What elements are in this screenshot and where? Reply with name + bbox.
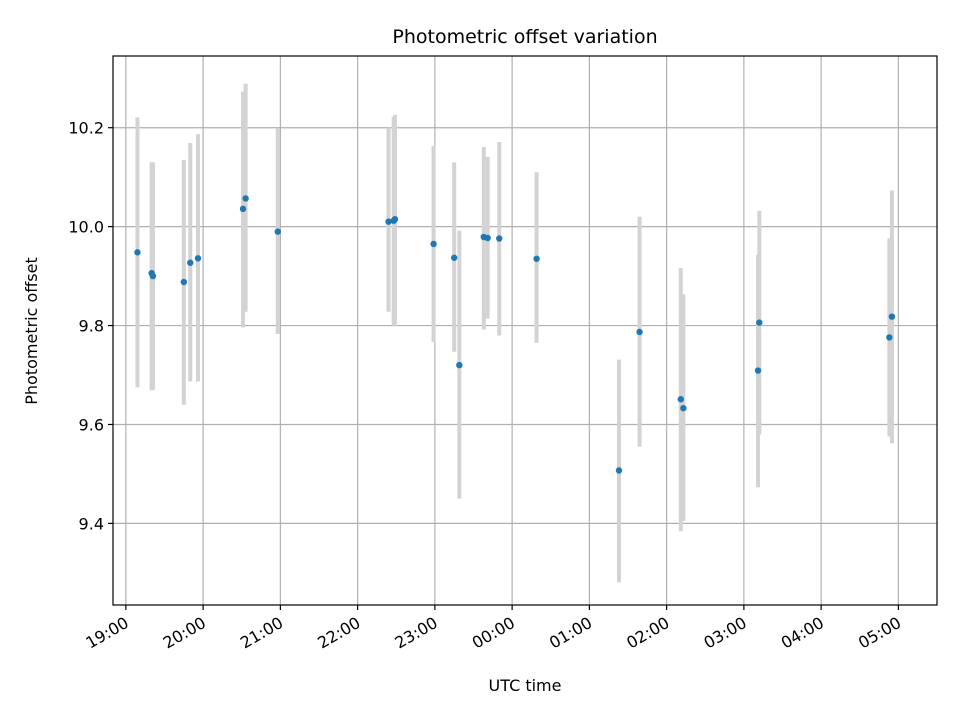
y-tick-layer: 9.4 9.6 9.8 10.0 10.2: [68, 119, 113, 533]
data-point: [484, 234, 491, 242]
data-point: [680, 404, 687, 412]
data-point: [187, 259, 194, 266]
data-point: [239, 205, 247, 213]
data-point: [886, 334, 893, 341]
data-point: [456, 361, 463, 369]
data-point: [194, 255, 202, 262]
data-point: [615, 467, 623, 474]
data-point: [533, 255, 540, 262]
y-tick-label: 9.4: [79, 514, 104, 533]
data-point: [636, 328, 643, 336]
data-point: [149, 272, 157, 280]
data-point: [391, 216, 399, 223]
plot-frame: [112, 55, 938, 606]
data-point: [274, 228, 281, 235]
data-point: [430, 240, 437, 248]
y-axis-title: Photometric offset: [22, 257, 41, 405]
y-tick-label: 10.2: [68, 119, 104, 138]
chart-title: Photometric offset variation: [392, 26, 657, 48]
y-tick-label: 10.0: [68, 218, 104, 237]
y-tick-label: 9.8: [79, 317, 104, 336]
data-point: [242, 195, 249, 202]
data-point: [385, 218, 392, 225]
data-point: [450, 254, 458, 261]
data-point: [754, 367, 762, 374]
y-tick-label: 9.6: [79, 415, 104, 434]
data-point: [888, 313, 896, 320]
data-point: [496, 235, 503, 242]
x-axis-title: UTC time: [489, 676, 562, 695]
data-point: [180, 278, 188, 286]
point-layer: [134, 195, 896, 474]
data-point: [134, 249, 141, 256]
data-point: [756, 319, 763, 326]
data-point: [677, 396, 684, 403]
